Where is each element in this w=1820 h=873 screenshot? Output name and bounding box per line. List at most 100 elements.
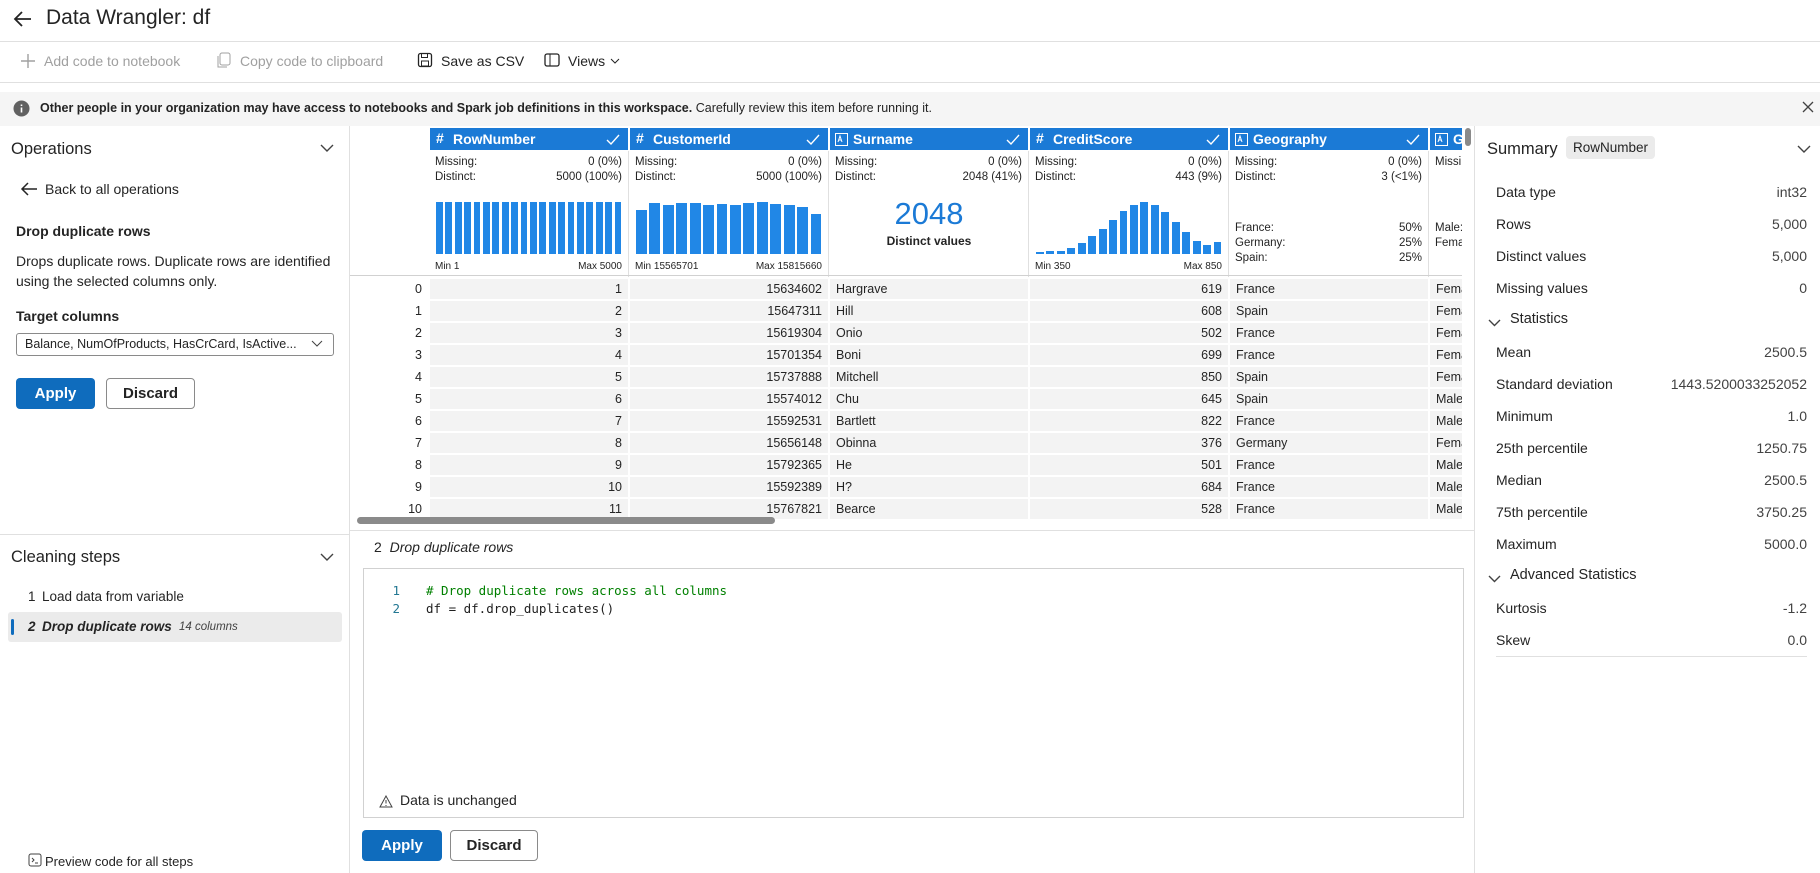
discard-button[interactable]: Discard bbox=[106, 378, 195, 409]
copy-code-button[interactable]: Copy code to clipboard bbox=[240, 53, 384, 69]
column-header[interactable]: # CreditScore bbox=[1030, 128, 1228, 150]
discard-button[interactable]: Discard bbox=[450, 830, 538, 861]
distinct-label: Distinct: bbox=[835, 171, 876, 183]
collapse-chevron[interactable] bbox=[320, 553, 334, 561]
row-index: 5 bbox=[415, 392, 422, 406]
distinct-label: Distinct: bbox=[635, 171, 676, 183]
column-stats: Missing: Male: Female: bbox=[1430, 151, 1462, 277]
summary-label: Standard deviation bbox=[1496, 376, 1613, 392]
cell: 15592531 bbox=[630, 411, 828, 431]
summary-label: Distinct values bbox=[1496, 248, 1587, 264]
histogram-bar bbox=[464, 202, 472, 254]
missing-value: 0 (0%) bbox=[1188, 156, 1222, 168]
summary-label: Rows bbox=[1496, 216, 1532, 232]
type-icon bbox=[835, 133, 848, 149]
copy-icon bbox=[217, 52, 231, 68]
cleaning-step[interactable]: 1 Load data from variable bbox=[8, 582, 342, 612]
divider bbox=[350, 530, 1475, 531]
collapse-chevron[interactable] bbox=[1797, 145, 1811, 153]
type-icon: # bbox=[636, 130, 644, 146]
summary-row: Skew 0.0 bbox=[1496, 624, 1807, 656]
column-header[interactable]: Geography bbox=[1230, 128, 1428, 150]
close-icon[interactable] bbox=[1802, 101, 1814, 113]
cell: 15737888 bbox=[630, 367, 828, 387]
save-csv-button[interactable]: Save as CSV bbox=[441, 53, 525, 69]
cell: He bbox=[830, 455, 1028, 475]
row-index: 6 bbox=[415, 414, 422, 428]
summary-row: Missing values 0 bbox=[1496, 272, 1807, 304]
summary-label: Mean bbox=[1496, 344, 1532, 360]
column-header[interactable]: # RowNumber bbox=[430, 128, 628, 150]
collapse-chevron[interactable] bbox=[320, 144, 334, 152]
apply-button[interactable]: Apply bbox=[16, 378, 95, 409]
back-arrow[interactable] bbox=[12, 8, 34, 30]
line-number: 1 bbox=[392, 583, 400, 598]
summary-value: 0 bbox=[1799, 280, 1807, 296]
column-name: Gender bbox=[1453, 131, 1462, 147]
apply-button[interactable]: Apply bbox=[362, 830, 442, 861]
histogram-bar bbox=[473, 202, 481, 254]
missing-label: Missing: bbox=[435, 156, 478, 168]
frequency-label: France: bbox=[1235, 222, 1274, 234]
cell: France bbox=[1230, 279, 1428, 299]
summary-section[interactable]: Advanced Statistics bbox=[1486, 560, 1806, 592]
cell: Female bbox=[1430, 345, 1462, 365]
cell: 645 bbox=[1030, 389, 1228, 409]
frequency-label: Male: bbox=[1435, 222, 1462, 234]
cell: 3 bbox=[430, 323, 628, 343]
row-index: 9 bbox=[415, 480, 422, 494]
distinct-value: 3 (<1%) bbox=[1381, 171, 1422, 183]
preview-code-link[interactable]: Preview code for all steps bbox=[45, 854, 194, 869]
histogram-bar bbox=[662, 205, 674, 254]
operation-title: Drop duplicate rows bbox=[16, 223, 151, 239]
column-stats: Missing: 0 (0%) Distinct: 5000 (100%) Min 15… bbox=[630, 151, 829, 277]
distinct-value: 5000 (100%) bbox=[556, 171, 622, 183]
step-number: 2 bbox=[28, 619, 36, 634]
views-icon bbox=[544, 53, 560, 67]
chevron bbox=[610, 58, 620, 64]
histogram-bar bbox=[1098, 228, 1107, 254]
histogram-bar bbox=[1182, 231, 1191, 254]
summary-value: 3750.25 bbox=[1756, 504, 1807, 520]
missing-value: 0 (0%) bbox=[1388, 156, 1422, 168]
histogram-bar bbox=[1213, 241, 1222, 254]
summary-value: 2500.5 bbox=[1764, 344, 1807, 360]
histogram-bar bbox=[649, 203, 661, 254]
summary-section[interactable]: Statistics bbox=[1486, 304, 1806, 336]
cell: 15634602 bbox=[630, 279, 828, 299]
code-editor[interactable] bbox=[363, 568, 1464, 818]
back-to-operations[interactable]: Back to all operations bbox=[45, 181, 179, 197]
histogram-bar bbox=[1088, 236, 1097, 254]
views-button[interactable]: Views bbox=[568, 53, 606, 69]
cleaning-step[interactable]: 2 Drop duplicate rows 14 columns bbox=[8, 612, 342, 642]
distinct-value: 443 (9%) bbox=[1175, 171, 1222, 183]
code-status: Data is unchanged bbox=[400, 792, 517, 808]
histogram-bar bbox=[743, 203, 755, 254]
cell: 9 bbox=[430, 455, 628, 475]
operation-description: Drops duplicate rows. Duplicate rows are… bbox=[16, 253, 331, 289]
column-header[interactable]: Surname bbox=[830, 128, 1028, 150]
summary-value: 0.0 bbox=[1787, 632, 1807, 648]
code-step-number: 2 bbox=[374, 539, 382, 555]
cell: H? bbox=[830, 477, 1028, 497]
add-code-button[interactable]: Add code to notebook bbox=[44, 53, 181, 69]
histogram-bar bbox=[676, 203, 688, 254]
vertical-scrollbar[interactable] bbox=[1465, 128, 1471, 146]
cell: Bearce bbox=[830, 499, 1028, 519]
horizontal-scrollbar[interactable] bbox=[357, 517, 775, 524]
histogram-bar bbox=[1077, 243, 1086, 254]
target-dropdown[interactable]: Balance, NumOfProducts, HasCrCard, IsAct… bbox=[16, 333, 334, 356]
summary-row: 75th percentile 3750.25 bbox=[1496, 496, 1807, 528]
frequency-value: 25% bbox=[1398, 237, 1422, 249]
cell: Female bbox=[1430, 367, 1462, 387]
section-chevron bbox=[1488, 314, 1501, 330]
missing-value: 0 (0%) bbox=[588, 156, 622, 168]
column-header[interactable]: Gender bbox=[1430, 128, 1462, 150]
distinct-value: 5000 (100%) bbox=[756, 171, 822, 183]
cell: France bbox=[1230, 323, 1428, 343]
summary-value: int32 bbox=[1776, 184, 1807, 200]
banner-text: Other people in your organization may ha… bbox=[40, 101, 932, 115]
cell: Spain bbox=[1230, 367, 1428, 387]
histogram-max: Max 5000 bbox=[578, 261, 622, 272]
column-header[interactable]: # CustomerId bbox=[630, 128, 828, 150]
